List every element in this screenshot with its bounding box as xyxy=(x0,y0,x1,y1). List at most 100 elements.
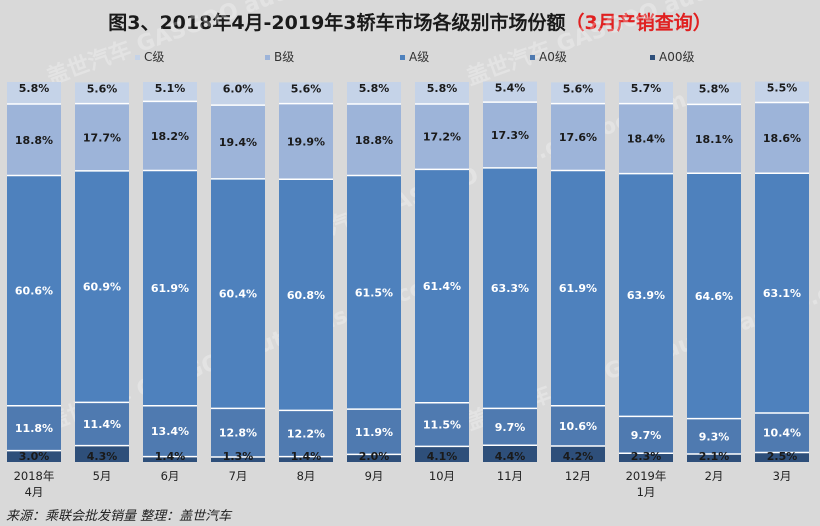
bar-b xyxy=(143,101,197,171)
data-label-c: 5.6% xyxy=(87,82,118,95)
legend: C级 B级 A级 A0级 A00级 xyxy=(135,50,694,64)
bar-a0 xyxy=(551,405,605,447)
data-label-a0: 9.7% xyxy=(495,421,526,434)
bar-a0 xyxy=(687,418,741,455)
data-label-b: 17.7% xyxy=(83,131,121,144)
bars xyxy=(7,81,809,462)
x-tick-label: 6月 xyxy=(161,469,180,483)
chart-title-main: 图3、2018年4月-2019年3轿车市场各级别市场份额 xyxy=(108,12,566,34)
bar-a xyxy=(687,173,741,419)
bar-c xyxy=(619,82,673,104)
data-label-c: 5.8% xyxy=(359,82,390,95)
bar-a00 xyxy=(619,453,673,462)
bar-c xyxy=(415,82,469,105)
data-label-a: 60.9% xyxy=(83,281,121,294)
bar-a0 xyxy=(415,402,469,447)
data-labels: 3.0% 11.8% 60.6% 18.8% 5.8% 4.3% 11.4% 60.9% 17.… xyxy=(15,82,801,463)
bar-a0 xyxy=(755,412,809,453)
bar-a xyxy=(279,179,333,411)
data-label-a: 61.4% xyxy=(423,280,461,293)
data-label-b: 18.2% xyxy=(151,130,189,143)
data-label-a00: 4.2% xyxy=(563,450,594,463)
bar-a0 xyxy=(143,405,197,457)
bar-a00 xyxy=(347,454,401,462)
data-label-a0: 11.4% xyxy=(83,418,121,431)
bar-a xyxy=(347,175,401,410)
bar-a0 xyxy=(347,409,401,455)
data-label-c: 5.7% xyxy=(631,82,662,95)
chart-title-highlight: （3月产销查询） xyxy=(565,12,712,34)
data-label-a0: 11.5% xyxy=(423,419,461,432)
data-label-a0: 12.2% xyxy=(287,428,325,441)
data-label-b: 17.6% xyxy=(559,131,597,144)
data-label-a0: 10.4% xyxy=(763,427,801,440)
bar-c xyxy=(755,81,809,103)
data-label-a00: 2.1% xyxy=(699,450,730,463)
x-tick-label: 8月 xyxy=(297,469,316,483)
x-tick-label: 3月 xyxy=(773,469,792,483)
bar-a0 xyxy=(7,405,61,451)
data-label-a0: 11.8% xyxy=(15,422,53,435)
data-label-c: 5.8% xyxy=(699,82,730,95)
chart-title: 图3、2018年4月-2019年3轿车市场各级别市场份额（3月产销查询） xyxy=(0,8,820,35)
x-tick-label: 11月 xyxy=(497,469,523,483)
bar-a0 xyxy=(279,410,333,457)
data-label-a: 64.6% xyxy=(695,290,733,303)
bar-c xyxy=(143,82,197,102)
data-label-a: 63.3% xyxy=(491,282,529,295)
bar-a xyxy=(483,167,537,409)
bar-c xyxy=(551,82,605,104)
data-label-a0: 9.7% xyxy=(631,429,662,442)
bar-a00 xyxy=(279,456,333,462)
bar-b xyxy=(279,103,333,180)
bar-a00 xyxy=(75,445,129,462)
data-label-b: 18.6% xyxy=(763,132,801,145)
data-label-b: 18.8% xyxy=(15,134,53,147)
watermark: 盖世汽车 GASGOO auto.gasgoo.com xyxy=(43,0,450,91)
data-label-b: 18.4% xyxy=(627,133,665,146)
legend-swatch-c xyxy=(135,55,140,60)
bar-b xyxy=(619,103,673,174)
legend-label-b: B级 xyxy=(274,50,294,64)
watermark: 盖世汽车 GASGOO auto.gasgoo.com xyxy=(463,0,820,91)
data-label-c: 5.8% xyxy=(19,82,50,95)
bar-b xyxy=(551,103,605,171)
bar-a00 xyxy=(143,456,197,462)
legend-label-a: A级 xyxy=(409,50,429,64)
data-label-c: 5.6% xyxy=(291,82,322,95)
bar-b xyxy=(347,104,401,176)
bar-a xyxy=(619,173,673,417)
x-tick-label: 2018年 4月 xyxy=(14,469,55,499)
source-note: 来源：乘联会批发销量 整理：盖世汽车 xyxy=(6,509,232,524)
legend-swatch-a0 xyxy=(530,55,535,60)
bar-b xyxy=(483,102,537,168)
data-label-a00: 4.1% xyxy=(427,450,458,463)
x-tick-label: 10月 xyxy=(429,469,455,483)
bar-a00 xyxy=(755,452,809,462)
data-label-b: 19.9% xyxy=(287,135,325,148)
data-label-a00: 1.4% xyxy=(291,450,322,463)
legend-label-c: C级 xyxy=(144,50,164,64)
data-label-a00: 1.3% xyxy=(223,450,254,463)
data-label-c: 5.8% xyxy=(427,82,458,95)
legend-swatch-a xyxy=(400,55,405,60)
bar-a0 xyxy=(211,408,265,458)
data-label-a00: 2.3% xyxy=(631,450,662,463)
bar-a xyxy=(415,169,469,403)
data-label-a: 60.6% xyxy=(15,285,53,298)
x-tick-label: 12月 xyxy=(565,469,591,483)
data-label-b: 18.8% xyxy=(355,134,393,147)
data-label-a00: 4.3% xyxy=(87,450,118,463)
data-label-a: 63.1% xyxy=(763,287,801,300)
x-tick-label: 5月 xyxy=(93,469,112,483)
bar-a xyxy=(7,175,61,406)
data-label-a00: 3.0% xyxy=(19,450,50,463)
data-label-a: 60.8% xyxy=(287,289,325,302)
bar-a0 xyxy=(619,416,673,454)
legend-swatch-b xyxy=(265,55,270,60)
data-label-a0: 10.6% xyxy=(559,420,597,433)
data-label-c: 5.5% xyxy=(767,82,798,95)
data-label-b: 17.3% xyxy=(491,129,529,142)
data-label-c: 5.6% xyxy=(563,82,594,95)
